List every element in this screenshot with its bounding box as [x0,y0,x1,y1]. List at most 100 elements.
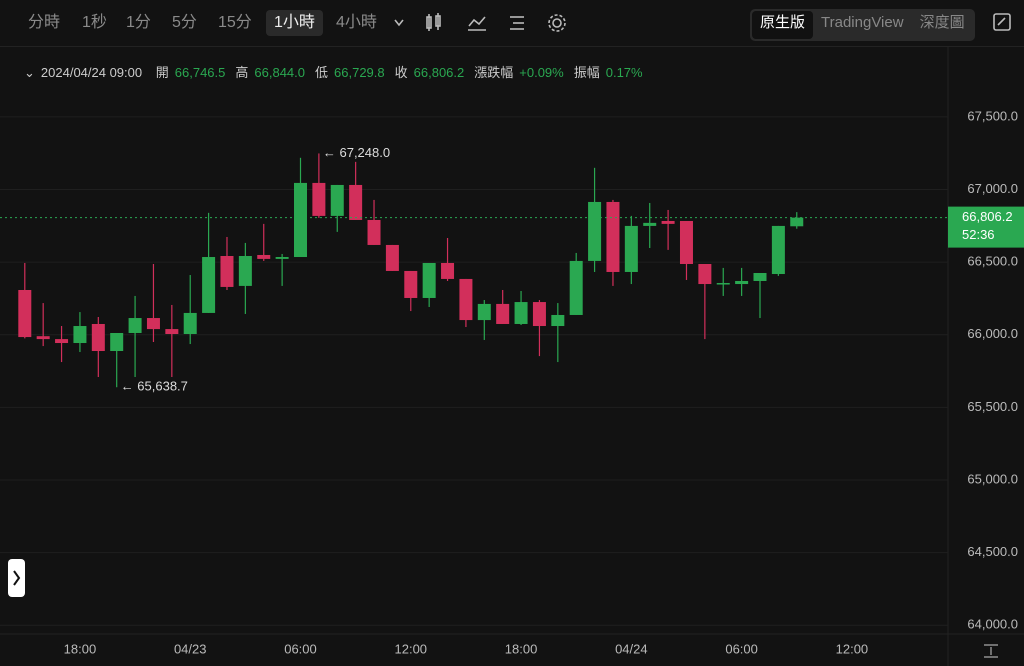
candle-body [404,270,418,298]
candle-body [91,323,105,352]
candle [238,242,252,314]
y-tick-label: 65,000.0 [967,471,1018,486]
info-label: 漲跌幅 [474,65,514,80]
interval-tab[interactable]: 5分 [172,14,197,31]
candle-body [569,260,583,315]
candle-body [477,303,491,321]
candle-body [367,219,381,245]
candle [790,212,804,229]
interval-tab[interactable]: 1分 [126,14,151,31]
y-tick-label: 66,000.0 [967,326,1018,341]
last-price-label: 66,806.2 [962,209,1013,224]
candle [128,295,142,378]
candle [588,167,602,272]
x-tick-label: 18:00 [64,641,97,656]
candle [716,267,730,296]
candle-body [771,225,785,275]
candle [404,270,418,312]
x-tick-label: 04/23 [174,641,207,656]
candle [496,289,510,324]
candle-body [422,262,436,298]
candle-body [624,225,638,272]
candle-body [606,201,620,272]
candle [91,317,105,378]
toolbar-icons [426,13,566,32]
candle-body [716,283,730,285]
candle-body [514,302,528,324]
candle-body [349,184,363,220]
candle [257,223,271,261]
x-tick-label: 06:00 [725,641,758,656]
candle-body [532,302,546,327]
candle [753,272,767,319]
candle-body [202,257,216,313]
candle-body [330,184,344,216]
y-tick-label: 65,500.0 [967,399,1018,414]
candle [624,215,638,285]
candle-body [385,244,399,271]
low-annotation: ← 65,638.7 [121,379,188,394]
info-time: 2024/04/24 09:00 [40,65,143,80]
interval-tab[interactable]: 15分 [218,14,252,31]
candle-body [496,303,510,324]
x-tick-label: 12:00 [395,641,428,656]
candle [514,291,528,326]
candle [18,262,32,339]
interval-tab[interactable]: 1小時 [266,10,323,36]
interval-tab[interactable]: 1秒 [82,14,107,31]
candle-body [275,257,289,259]
interval-tab[interactable]: 分時 [28,14,61,31]
candle [36,303,50,347]
candle [312,153,326,218]
candle-body [679,220,693,264]
candle [532,300,546,357]
candle [220,236,234,290]
candle-body [441,262,455,279]
info-value: 0.17% [605,65,643,80]
info-label: 高 [235,65,249,80]
info-label: 開 [155,65,169,80]
candle-body [588,201,602,261]
candle [55,326,69,363]
info-bar: ⌄ 2024/04/24 09:00 開 66,746.5 高 66,844.0 低 66,… [24,65,643,80]
view-tab[interactable]: TradingView [821,14,904,31]
interval-tab[interactable]: 4小時 [336,14,377,31]
candle [643,202,657,249]
view-tab[interactable]: 原生版 [752,11,814,39]
candle [385,244,399,271]
axis-reset-icon[interactable] [984,644,998,658]
view-switch: 原生版 TradingView 深度圖 [750,9,975,41]
x-tick-label: 06:00 [284,641,317,656]
candle-body [55,339,69,344]
fullscreen-icon[interactable] [992,12,1012,32]
candle-body [36,336,50,340]
countdown: 52:36 [962,227,995,242]
x-tick-label: 18:00 [505,641,538,656]
candle [294,157,307,258]
candle [422,262,436,307]
info-label: 振幅 [573,65,600,80]
dropdown-icon[interactable] [392,16,406,30]
candle-body [753,272,767,281]
high-annotation: ← 67,248.0 [323,145,390,160]
info-label: 收 [394,65,408,80]
info-value: +0.09% [519,65,564,80]
candle [477,300,491,340]
y-tick-label: 67,000.0 [967,181,1018,196]
candle-body [735,280,749,285]
candle [441,237,455,281]
candle-body [698,263,712,285]
candle [275,253,289,286]
expand-button[interactable] [8,559,25,597]
candle-body [128,318,142,333]
view-tab[interactable]: 深度圖 [919,14,965,31]
candle-body [790,217,804,227]
last-price-box [948,206,1024,248]
y-tick-label: 67,500.0 [967,108,1018,123]
candle [459,278,473,328]
candle [606,199,620,286]
candle [165,304,179,378]
candle [349,161,363,220]
